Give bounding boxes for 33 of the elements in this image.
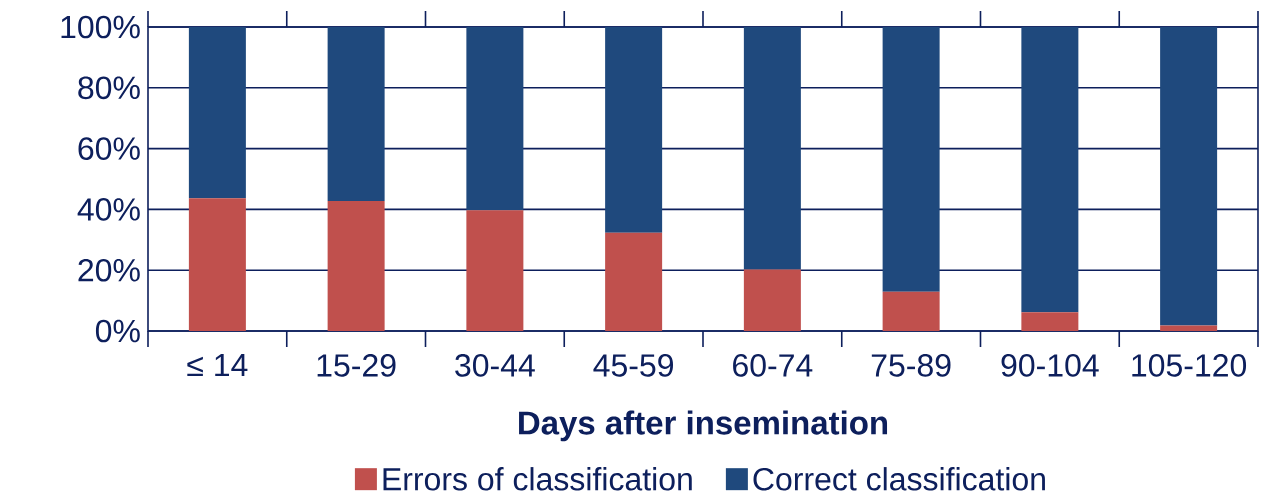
bar [1021, 27, 1079, 313]
x-tick-label: 30-44 [455, 354, 535, 377]
bar [743, 27, 801, 270]
y-tick-label: 60% [78, 137, 140, 160]
x-tick-label: 90-104 [1001, 354, 1099, 377]
x-tick-label: 15-29 [317, 354, 396, 377]
y-tick-label: 40% [77, 198, 140, 221]
y-tick-label: 100% [61, 15, 140, 39]
bar [605, 232, 663, 331]
y-tick-label: 0% [95, 319, 140, 343]
bar [188, 27, 246, 199]
bar [466, 210, 524, 331]
bar [327, 27, 385, 201]
x-tick-label: 75-89 [871, 354, 951, 377]
x-tick-label: 45-59 [593, 354, 674, 377]
bar [1160, 325, 1218, 331]
bar [466, 27, 524, 211]
x-tick-label: 60-74 [733, 354, 813, 377]
bar [1021, 312, 1079, 331]
bar [1160, 27, 1218, 326]
y-tick-label: 20% [78, 258, 140, 282]
legend-label: Correct classification [753, 467, 1045, 491]
x-tick-label: ≤ 14 [187, 354, 248, 377]
legend-label: Errors of classification [383, 467, 692, 491]
bar [882, 291, 940, 331]
bar [605, 27, 663, 233]
x-axis-title: Days after insemination [519, 410, 888, 442]
y-tick-label: 80% [78, 76, 140, 100]
bar [882, 27, 940, 292]
x-tick-label: 105-120 [1132, 354, 1247, 377]
bar [743, 269, 801, 331]
bar [188, 198, 246, 331]
bar [327, 200, 385, 331]
